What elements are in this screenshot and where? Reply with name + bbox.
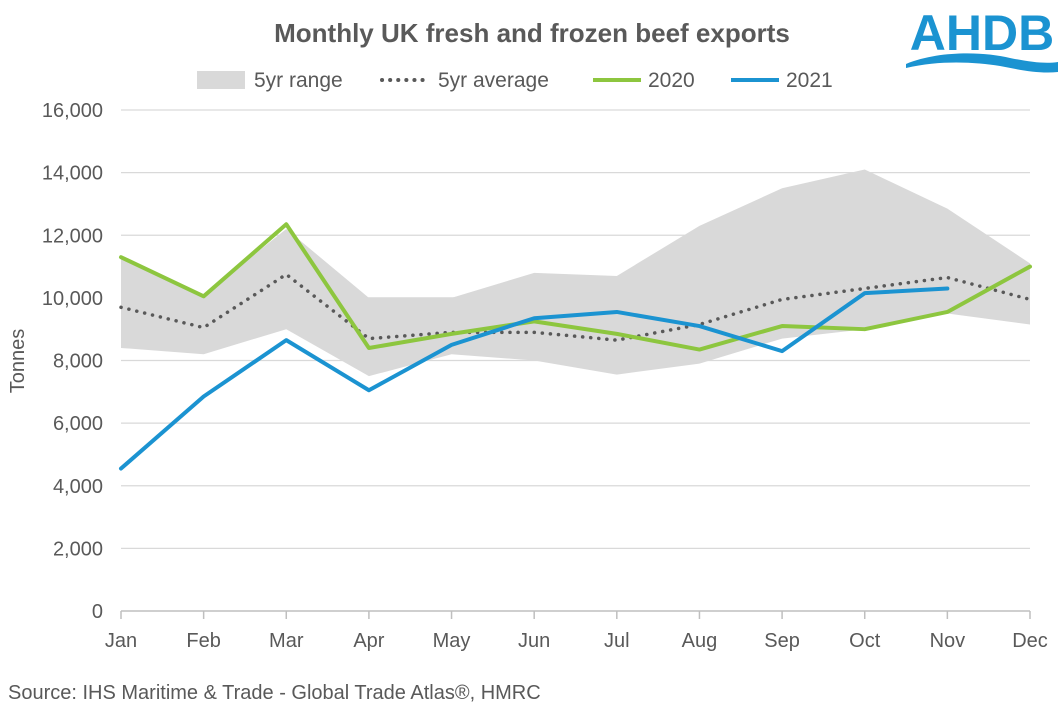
y-tick-label: 12,000 xyxy=(42,225,103,247)
legend-label-2021: 2021 xyxy=(786,69,833,92)
legend-label-5yr-average: 5yr average xyxy=(438,69,549,92)
y-tick-label: 4,000 xyxy=(53,476,103,498)
y-tick-label: 6,000 xyxy=(53,413,103,435)
logo-text: AHDB xyxy=(910,5,1054,61)
y-tick-label: 8,000 xyxy=(53,351,103,373)
legend-label-5yr-range: 5yr range xyxy=(254,69,343,92)
range-band-5yr xyxy=(121,169,1030,377)
x-tick-label: Jun xyxy=(518,630,550,652)
legend: 5yr range 5yr average 2020 2021 xyxy=(197,69,833,92)
x-tick-label: Aug xyxy=(682,630,718,652)
legend-label-2020: 2020 xyxy=(648,69,695,92)
x-tick-label: Sep xyxy=(764,630,800,652)
plot-area: 0 2,000 4,000 6,000 8,000 10,000 12,000 14,000 1… xyxy=(42,100,1048,652)
x-tick-label: Feb xyxy=(186,630,220,652)
y-tick-label: 16,000 xyxy=(42,100,103,122)
y-tick-label: 0 xyxy=(92,601,103,623)
series-line-5yr-average xyxy=(119,272,1032,342)
x-tick-label: Apr xyxy=(353,630,384,652)
series-line-2021 xyxy=(119,286,950,471)
logo-wave xyxy=(906,53,1058,73)
chart-title: Monthly UK fresh and frozen beef exports xyxy=(274,18,790,48)
legend-swatch-5yr-range xyxy=(197,71,245,89)
x-tick-label: Jan xyxy=(105,630,137,652)
y-tick-label: 14,000 xyxy=(42,163,103,185)
x-tick-label: Jul xyxy=(604,630,630,652)
y-tick-label: 10,000 xyxy=(42,288,103,310)
x-tick-label: Dec xyxy=(1012,630,1048,652)
x-tick-label: Nov xyxy=(930,630,966,652)
y-tick-label: 2,000 xyxy=(53,538,103,560)
series-line-2020 xyxy=(119,222,1032,352)
x-tick-label: Oct xyxy=(849,630,881,652)
x-tick-label: Mar xyxy=(269,630,304,652)
ahdb-logo: AHDB xyxy=(906,5,1058,73)
y-axis-title: Tonnes xyxy=(7,329,29,394)
x-tick-label: May xyxy=(433,630,471,652)
source-note: Source: IHS Maritime & Trade - Global Tr… xyxy=(8,682,541,704)
